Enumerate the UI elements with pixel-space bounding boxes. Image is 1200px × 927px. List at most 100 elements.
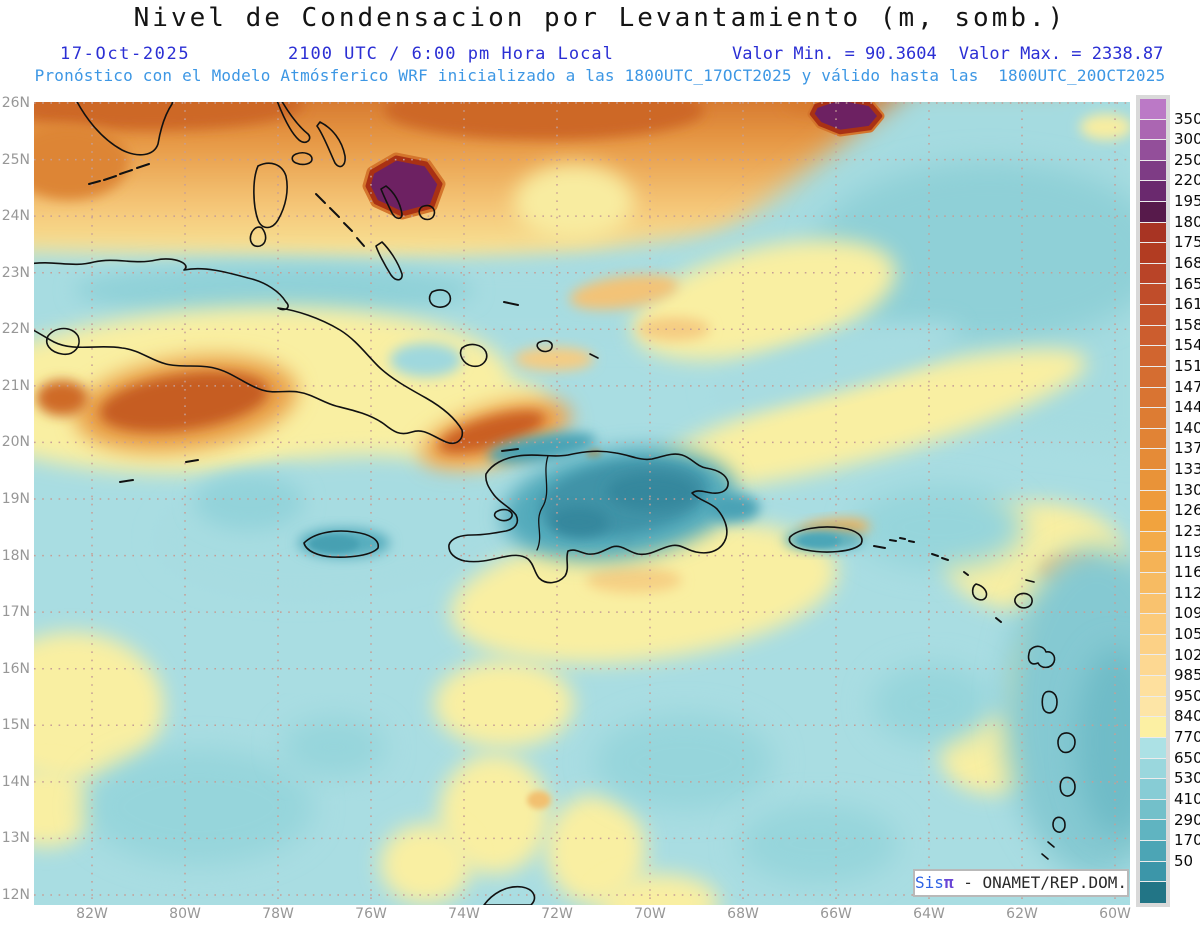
jamaica-coast xyxy=(303,530,379,558)
x-axis-label: 72W xyxy=(541,906,573,922)
colorbar-label: 1750 xyxy=(1174,233,1200,252)
mid-orange-smudge xyxy=(569,274,679,310)
martinique xyxy=(1057,732,1076,754)
colorbar xyxy=(1136,95,1170,907)
teal-patch xyxy=(594,714,774,810)
bahamas-crooked-acklins xyxy=(428,289,452,308)
camaguey-cyan-pocket xyxy=(390,343,462,377)
colorbar-segment xyxy=(1140,655,1166,677)
colorbar-segment xyxy=(1140,346,1166,367)
y-axis-label: 19N xyxy=(1,490,30,507)
cayman-teal-patch xyxy=(194,474,304,530)
colorbar-segment xyxy=(1140,552,1166,574)
bahamas-eleuthera xyxy=(316,121,346,168)
colorbar-label: 530 xyxy=(1174,769,1200,788)
colorbar-label: 1405 xyxy=(1174,418,1200,437)
montserrat xyxy=(995,617,1002,623)
wcuba-orange-core xyxy=(99,371,269,433)
colorbar-label: 1615 xyxy=(1174,295,1200,314)
valor-min: Valor Min. = 90.3604 xyxy=(732,44,937,64)
turks-caicos xyxy=(536,340,599,359)
left-yellow xyxy=(34,632,164,782)
guajira-peninsula xyxy=(483,885,536,905)
x-axis-label: 64W xyxy=(913,906,945,922)
bahamas-long-island xyxy=(375,241,403,281)
bottom-yellow xyxy=(546,795,646,905)
anguilla-st-martin xyxy=(931,553,969,576)
map-canvas xyxy=(34,102,1130,905)
colorbar-label: 1300 xyxy=(1174,480,1200,499)
colorbar-label: 1230 xyxy=(1174,521,1200,540)
colorbar-segment xyxy=(1140,696,1166,718)
colorbar-segment xyxy=(1140,882,1166,903)
colorbar-label: 1510 xyxy=(1174,357,1200,375)
colorbar-label: 840 xyxy=(1174,707,1200,726)
pr-teal-core xyxy=(797,534,841,548)
hispaniola-teal-darkest xyxy=(549,507,609,537)
y-axis-label: 14N xyxy=(1,773,30,790)
colorbar-label: 1160 xyxy=(1174,563,1200,582)
antigua-barbuda xyxy=(1014,579,1035,609)
colorbar-segment xyxy=(1140,366,1166,388)
vieques-virgins xyxy=(873,537,915,549)
y-axis-label: 25N xyxy=(1,151,30,168)
cuba-coast xyxy=(34,258,464,445)
minmax-values: Valor Min. = 90.3604 Valor Max. = 2338.87 xyxy=(732,44,1163,64)
contour-field xyxy=(34,102,1130,905)
bottom-yellow xyxy=(434,660,574,748)
watermark-pi-icon: π xyxy=(943,873,954,892)
colorbar-segment xyxy=(1140,490,1166,512)
cayman-islands xyxy=(119,459,199,483)
colorbar-segment xyxy=(1140,243,1166,264)
y-axis-label: 15N xyxy=(1,717,30,734)
colorbar-segment xyxy=(1140,284,1166,306)
bahamas-san-salvador xyxy=(418,204,436,221)
florida-coast xyxy=(76,102,174,156)
y-axis-label: 12N xyxy=(1,886,30,903)
colorbar-labels: 3500 30002500 2200 19501800 17501685 1650 1615… xyxy=(1174,95,1200,907)
colorbar-label: 950 xyxy=(1174,686,1200,705)
isle-of-youth xyxy=(46,327,80,356)
top-right-yellow-spot xyxy=(1080,114,1130,140)
tortue-island xyxy=(501,448,519,452)
colorbar-segment xyxy=(1140,861,1166,883)
colorbar-segment xyxy=(1140,387,1166,409)
valor-max: Valor Max. = 2338.87 xyxy=(958,44,1164,64)
colorbar-label: 985 xyxy=(1174,666,1200,685)
gonave-island xyxy=(493,508,513,522)
cyan-sliver xyxy=(708,323,960,405)
colorbar-label: 1055 xyxy=(1174,625,1200,643)
bottom-orange-dot xyxy=(527,791,551,809)
x-axis-label: 70W xyxy=(634,906,666,922)
st-kitts-nevis xyxy=(971,583,988,601)
colorbar-label: 290 xyxy=(1174,810,1200,829)
colorbar-segment xyxy=(1140,263,1166,285)
colorbar-label: 1125 xyxy=(1174,583,1200,602)
y-axis-label: 21N xyxy=(1,377,30,394)
x-axis-label: 74W xyxy=(448,906,480,922)
puerto-rico-coast xyxy=(788,526,863,553)
bottom-yellow xyxy=(380,824,472,904)
colorbar-segment xyxy=(1140,408,1166,429)
colorbar-segment xyxy=(1140,119,1166,141)
pale-wedge xyxy=(514,164,634,240)
forecast-date: 17-Oct-2025 xyxy=(60,44,191,64)
coastlines xyxy=(34,102,1076,905)
colorbar-segment xyxy=(1140,634,1166,656)
colorbar-label: 410 xyxy=(1174,789,1200,808)
watermark-org: - ONAMET/REP.DOM. xyxy=(953,873,1127,892)
x-axis-label: 62W xyxy=(1006,906,1038,922)
bahamas-abaco xyxy=(276,102,311,144)
ene-yellow-band xyxy=(641,349,1087,491)
page-title: Nivel de Condensacion por Levantamiento … xyxy=(133,3,1067,33)
colorbar-label: 1685 xyxy=(1174,253,1200,272)
teal-patch xyxy=(854,485,1024,569)
colorbar-segment xyxy=(1140,428,1166,450)
colorbar-segment xyxy=(1140,593,1166,615)
colorbar-segment xyxy=(1140,202,1166,223)
colorbar-segment xyxy=(1140,779,1166,800)
hispaniola-teal-darkest xyxy=(607,473,697,511)
y-axis-label: 18N xyxy=(1,547,30,564)
y-axis-label: 24N xyxy=(1,208,30,225)
